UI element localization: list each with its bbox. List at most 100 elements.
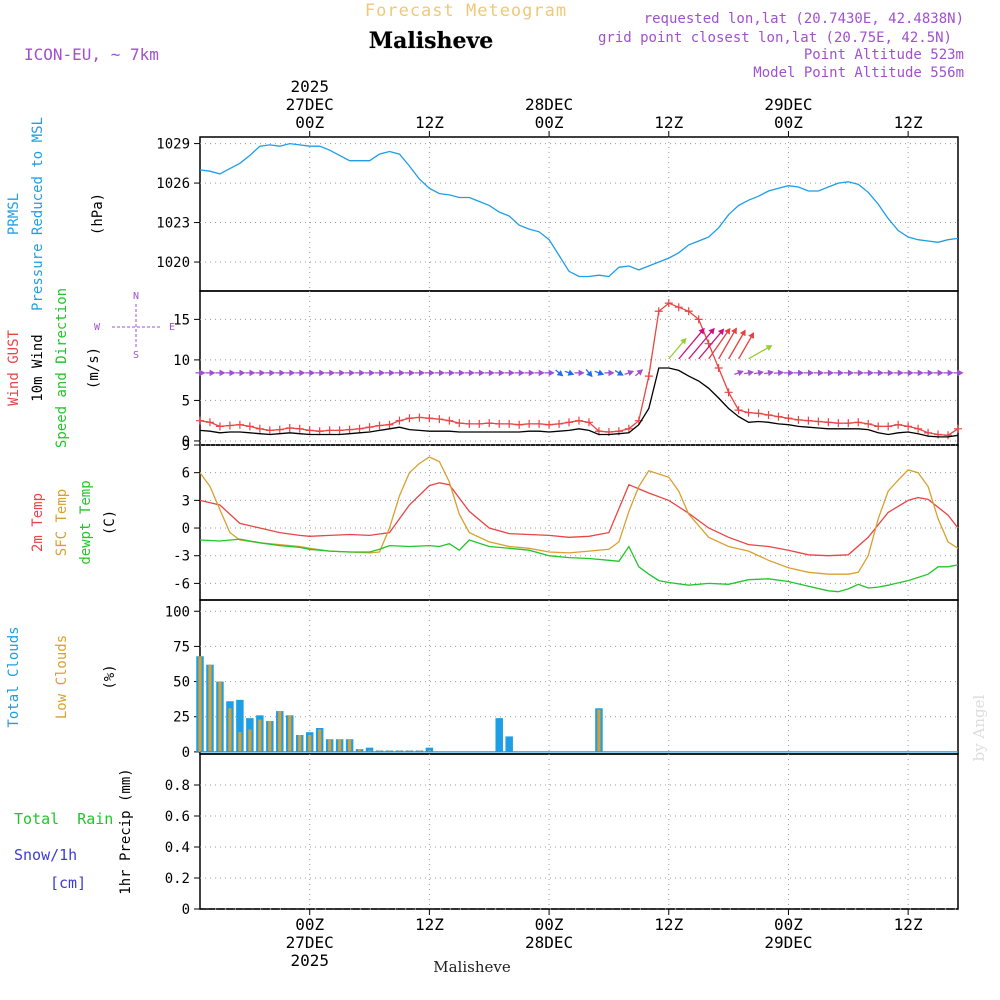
cloud-bar-low — [298, 735, 302, 752]
gust-marker — [365, 423, 374, 432]
ylabel-line: Pressure Reduced to MSL — [30, 117, 46, 311]
bottom-time-label: 2025 — [290, 951, 329, 970]
wind-arrow-head — [947, 369, 954, 377]
cloud-bar-low — [198, 656, 202, 752]
gust-marker — [694, 315, 703, 324]
wind-arrow-head — [538, 369, 545, 377]
gust-marker — [295, 424, 304, 433]
series-line-wind-gust — [199, 302, 959, 436]
gust-marker — [724, 388, 733, 397]
wind-arrow-head — [419, 369, 425, 377]
wind-arrow-head — [717, 328, 725, 336]
ytick-label: 1029 — [156, 137, 190, 153]
footer-location: Malisheve — [433, 958, 511, 976]
gust-marker — [644, 372, 653, 381]
gust-marker — [804, 416, 813, 425]
wind-arrow-head — [289, 369, 296, 377]
ytick-label: 1026 — [156, 176, 190, 192]
cloud-bar-low — [238, 732, 242, 752]
gust-marker — [814, 417, 823, 426]
wind-arrow-head — [528, 369, 535, 377]
wind-arrow-head — [937, 369, 944, 377]
wind-arrow-head — [548, 369, 555, 377]
wind-arrow-head — [329, 369, 336, 377]
wind-arrow-head — [309, 369, 316, 377]
panel-4: 0 0.2 0.4 0.6 0.8 1hr Precip (mm) — [118, 753, 959, 918]
ylabel-line: 1hr Precip (mm) — [118, 768, 134, 894]
compass-w: W — [94, 322, 101, 333]
compass-e: E — [169, 322, 175, 333]
ylabel-unit: (%) — [102, 664, 118, 689]
gust-marker — [265, 426, 274, 435]
ylabel-line: PRMSL — [6, 193, 22, 235]
snow-unit-label: [cm] — [50, 874, 86, 892]
wind-arrow-head — [597, 369, 605, 376]
ytick-label: 3 — [182, 493, 190, 509]
wind-arrow-head — [808, 369, 814, 377]
ytick-label: 100 — [165, 604, 190, 620]
cloud-bar-low — [278, 711, 282, 752]
credit-watermark: by Angel — [970, 694, 988, 761]
wind-arrow-head — [448, 369, 455, 377]
gust-marker — [505, 419, 514, 428]
series-line-dewpt-temp — [199, 538, 959, 593]
cloud-bar-low — [208, 664, 212, 752]
gust-marker — [854, 418, 863, 427]
ylabel-line: dewpt Temp — [78, 480, 94, 564]
ylabel-line: SFC Temp — [54, 489, 70, 556]
wind-arrow-head — [567, 369, 575, 376]
ylabel-line: Total Clouds — [6, 626, 22, 727]
gust-marker — [205, 418, 214, 427]
wind-arrow-head — [636, 369, 644, 376]
top-time-label: 2025 — [290, 77, 329, 96]
wind-arrow-head — [249, 369, 256, 377]
wind-arrow-head — [458, 369, 465, 377]
gust-marker — [425, 414, 434, 423]
top-time-label: 12Z — [654, 113, 683, 132]
wind-arrow-head — [478, 369, 485, 377]
top-time-label: 00Z — [295, 113, 324, 132]
requested-coords: requested lon,lat (20.7430E, 42.4838N) — [644, 11, 964, 27]
gust-marker — [864, 419, 873, 428]
wind-arrow-head — [698, 327, 705, 335]
gust-marker — [445, 416, 454, 425]
wind-arrow-head — [708, 327, 715, 335]
gust-marker — [335, 426, 344, 435]
wind-arrow — [738, 332, 755, 360]
gust-marker — [874, 422, 883, 431]
wind-arrow — [708, 328, 731, 360]
panel-2: -6 -3 0 3 6 9 2m Temp SFC Temp dewpt Temp (C) — [30, 438, 959, 601]
gust-marker — [545, 420, 554, 429]
gust-marker — [794, 415, 803, 424]
panel-0: 1020 1023 1026 1029 PRMSL Pressure Reduced to… — [6, 117, 959, 311]
gust-marker — [475, 419, 484, 428]
panel-frame-4 — [199, 753, 959, 910]
gust-marker — [485, 419, 494, 428]
bottom-time-label: 12Z — [654, 915, 683, 934]
ytick-label: -3 — [173, 549, 190, 565]
wind-arrow-head — [578, 369, 585, 377]
ytick-label: 25 — [173, 710, 190, 726]
wind-arrow-head — [269, 369, 276, 377]
ytick-label: 15 — [173, 312, 190, 328]
bottom-time-label: 00Z — [295, 915, 324, 934]
cloud-bar-low — [417, 750, 421, 752]
panel-frame-2 — [199, 444, 959, 601]
top-time-label: 12Z — [415, 113, 444, 132]
ylabel-line: Wind GUST — [6, 330, 22, 406]
cloud-bar-total — [505, 736, 513, 752]
gust-marker — [435, 415, 444, 424]
cloud-bar-low — [248, 729, 252, 752]
gust-marker — [784, 414, 793, 423]
ytick-label: 50 — [173, 675, 190, 691]
gust-marker — [824, 418, 833, 427]
panel-frame-0 — [199, 136, 959, 292]
gust-marker — [355, 424, 364, 433]
bottom-time-label: 12Z — [415, 915, 444, 934]
wind-arrow-head — [747, 369, 755, 377]
ylabel-line: Low Clouds — [54, 635, 70, 719]
cloud-bar-low — [367, 750, 372, 752]
wind-arrow-head — [757, 369, 764, 377]
wind-arrow-head — [608, 369, 615, 377]
wind-arrow-head — [627, 369, 635, 377]
